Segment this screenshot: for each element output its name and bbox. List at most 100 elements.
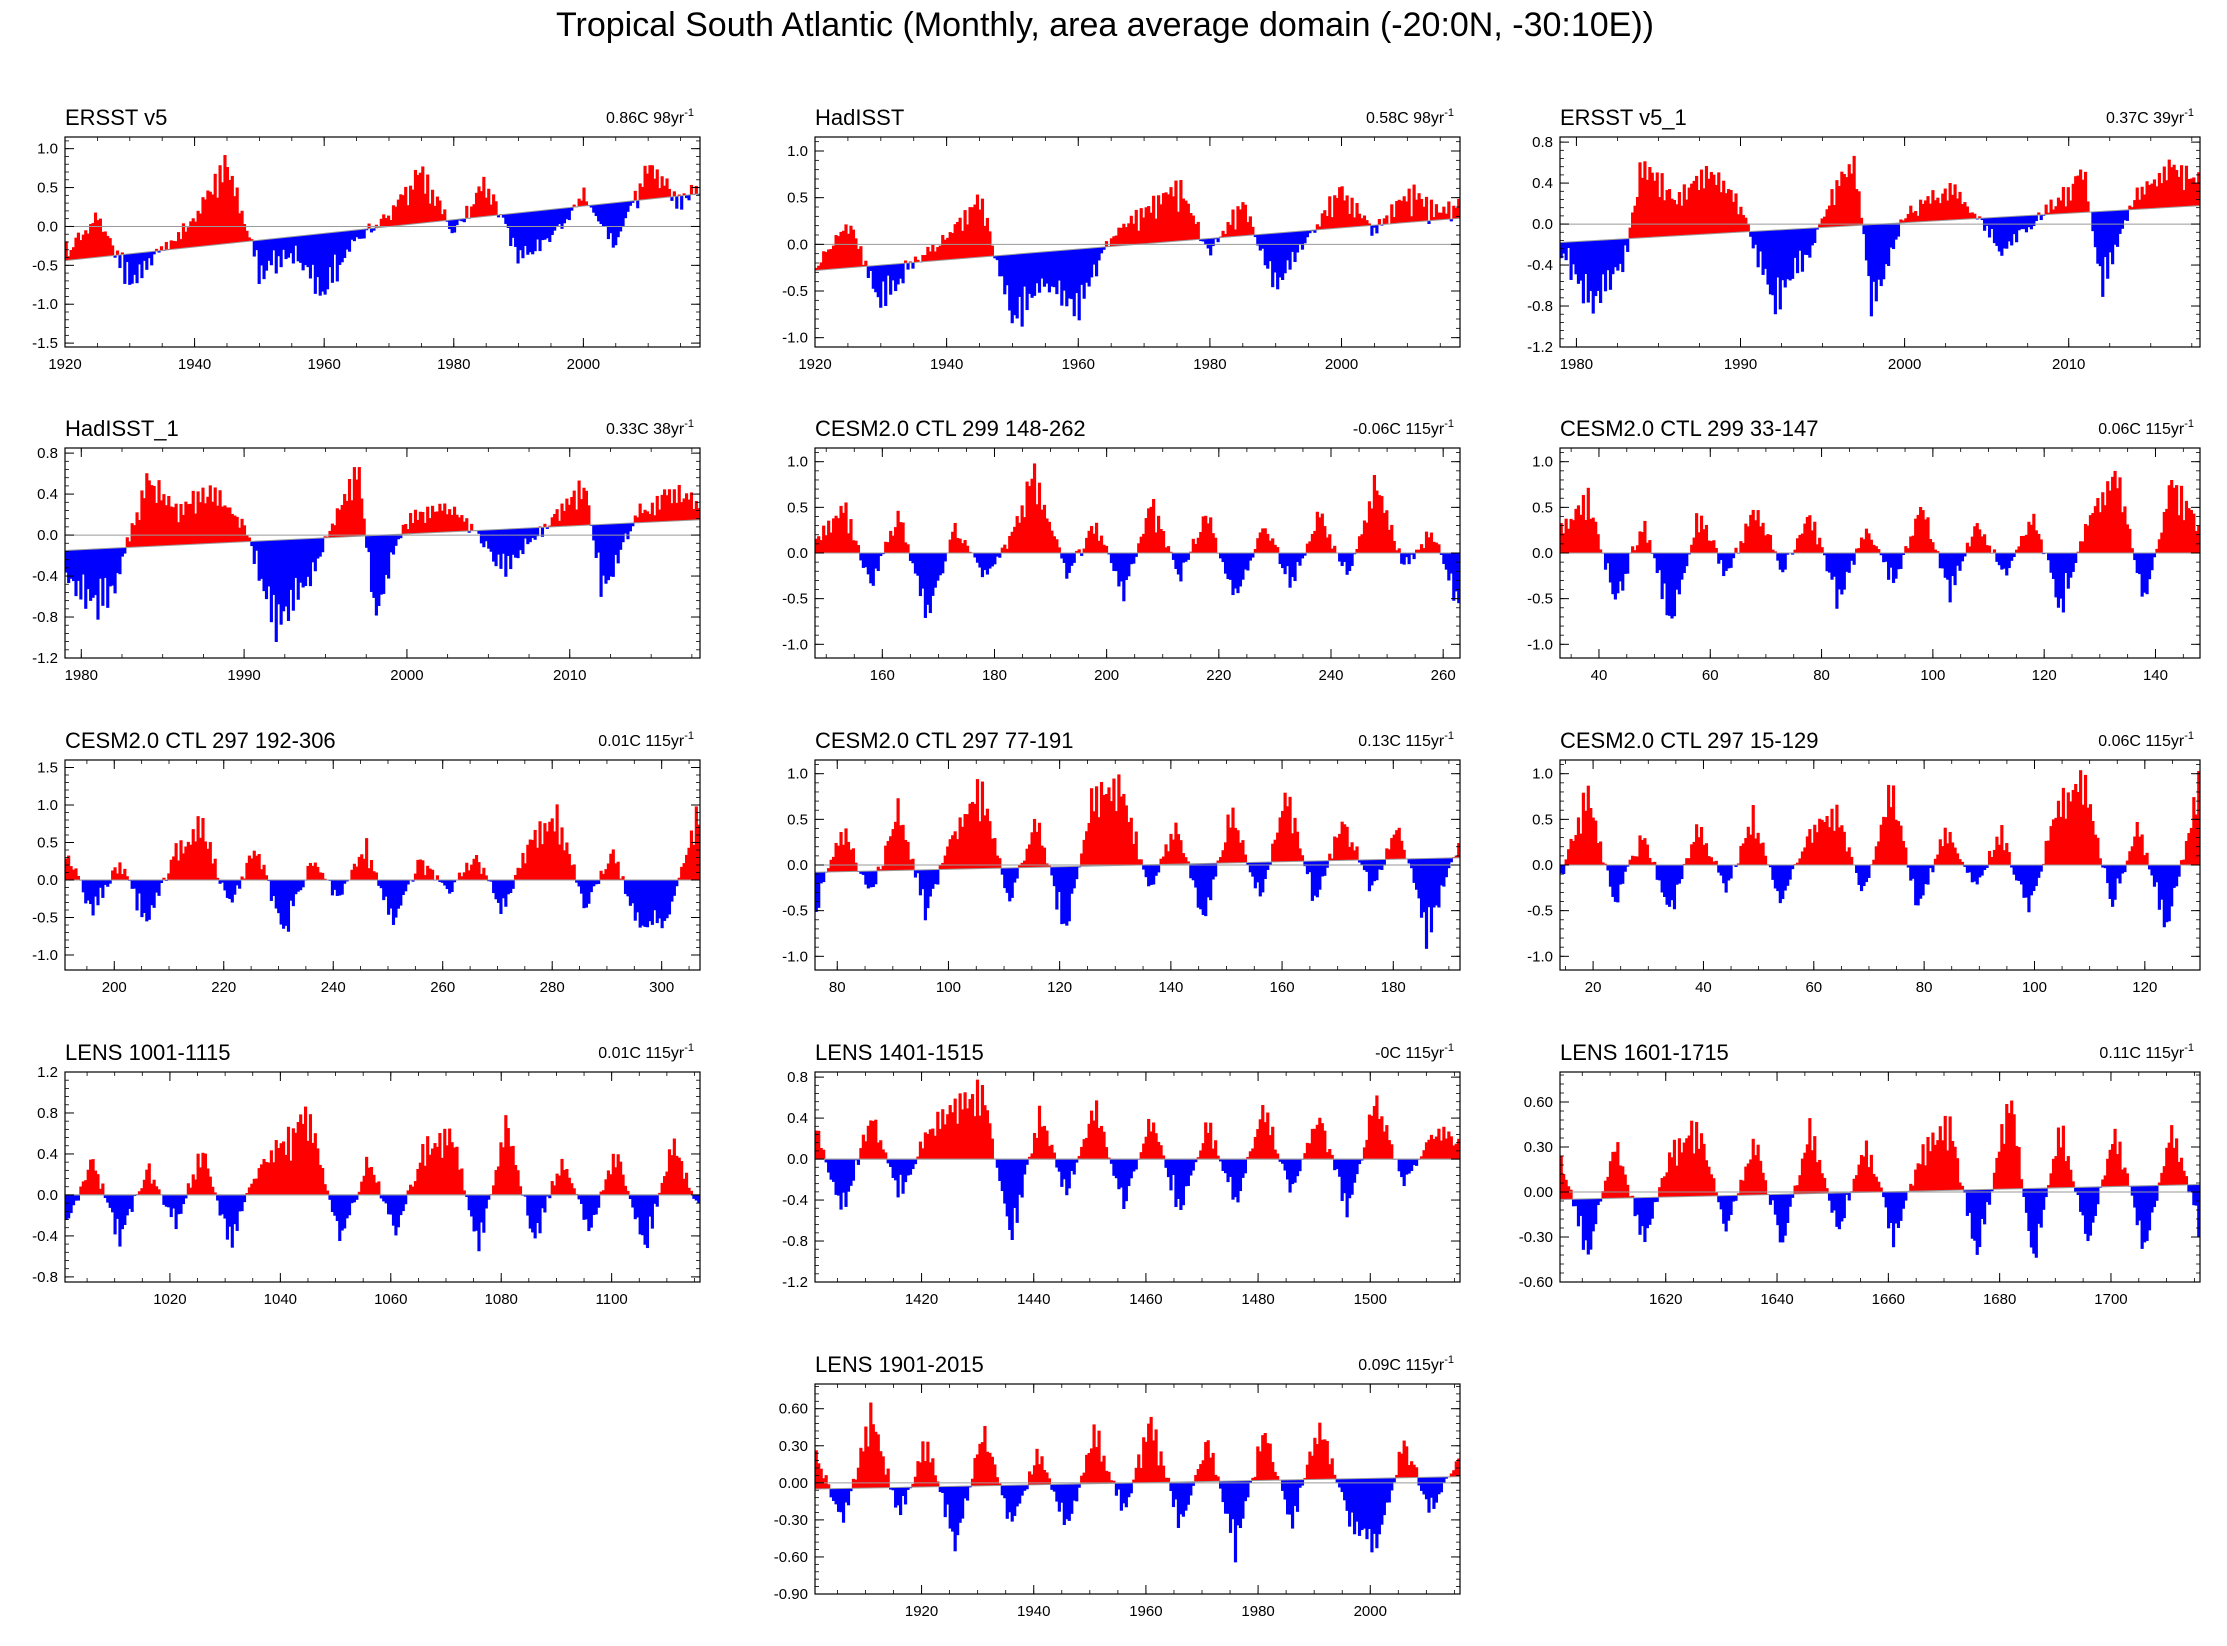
bar-positive-anomaly <box>1926 517 1930 553</box>
bar-negative-anomaly <box>928 553 932 614</box>
bar-negative-anomaly <box>891 1159 895 1178</box>
panel-title: CESM2.0 CTL 297 77-191 <box>815 728 1073 753</box>
bar-positive-anomaly <box>1090 1448 1094 1484</box>
bar-negative-anomaly <box>2037 1188 2041 1224</box>
bar-positive-anomaly <box>198 1167 203 1195</box>
x-tick-label: 1500 <box>1354 1291 1387 1308</box>
bar-negative-anomaly <box>1367 859 1372 892</box>
bar-negative-anomaly <box>1781 865 1785 900</box>
bar-positive-anomaly <box>1246 222 1250 236</box>
bar-positive-anomaly <box>1442 206 1446 220</box>
bar-positive-anomaly <box>2133 836 2137 865</box>
x-tick-label: 40 <box>1591 667 1608 684</box>
bar-positive-anomaly <box>492 194 496 216</box>
bar-negative-anomaly <box>284 880 288 926</box>
bar-negative-anomaly <box>1305 861 1310 875</box>
bar-positive-anomaly <box>2145 181 2149 209</box>
bar-positive-anomaly <box>2167 1142 2171 1186</box>
bar-positive-anomaly <box>961 826 965 869</box>
bar-negative-anomaly <box>313 234 317 294</box>
bar-negative-anomaly <box>1626 238 1630 252</box>
bar-positive-anomaly <box>975 194 980 258</box>
bar-negative-anomaly <box>284 237 288 260</box>
bar-negative-anomaly <box>1884 223 1888 265</box>
panel-trend-exponent: -1 <box>2184 107 2194 119</box>
bar-positive-anomaly <box>1015 516 1019 553</box>
bar-negative-anomaly <box>1727 1195 1731 1221</box>
bar-positive-anomaly <box>2069 801 2073 865</box>
bar-positive-anomaly <box>2010 1100 2014 1189</box>
trend-line <box>815 857 1460 873</box>
bar-positive-anomaly <box>1704 524 1709 553</box>
bar-positive-anomaly <box>1102 794 1106 866</box>
bar-negative-anomaly <box>1606 865 1610 871</box>
bar-negative-anomaly <box>472 1194 476 1232</box>
bar-positive-anomaly <box>619 878 623 880</box>
bar-negative-anomaly <box>1052 1484 1056 1492</box>
bar-positive-anomaly <box>1037 822 1042 868</box>
bar-negative-anomaly <box>1783 553 1787 570</box>
bar-negative-anomaly <box>106 880 110 887</box>
bar-positive-anomaly <box>1901 220 1905 223</box>
bar-negative-anomaly <box>1965 865 1969 873</box>
bar-positive-anomaly <box>1303 1153 1307 1160</box>
bar-positive-anomaly <box>1584 810 1588 865</box>
bar-positive-anomaly <box>965 545 970 553</box>
bar-negative-anomaly <box>111 1194 115 1213</box>
bar-positive-anomaly <box>213 487 217 544</box>
bar-negative-anomaly <box>1348 1478 1352 1527</box>
plot-area <box>65 804 700 932</box>
bar-positive-anomaly <box>1330 548 1334 553</box>
bar-positive-anomaly <box>1142 1437 1146 1483</box>
bar-positive-anomaly <box>961 543 965 553</box>
bar-positive-anomaly <box>306 865 310 880</box>
bar-negative-anomaly <box>328 1194 332 1200</box>
bar-positive-anomaly <box>1859 537 1864 553</box>
bar-positive-anomaly <box>1911 1185 1915 1192</box>
bar-positive-anomaly <box>496 1166 501 1195</box>
bar-positive-anomaly <box>1035 831 1039 868</box>
chart-panel: HadISST 0.58C 98yr-1-1.0-0.50.00.51.01920… <box>782 105 1461 373</box>
bar-negative-anomaly <box>1216 237 1220 243</box>
bar-negative-anomaly <box>382 1194 386 1202</box>
bar-negative-anomaly <box>1003 255 1007 295</box>
bar-positive-anomaly <box>677 194 681 196</box>
bar-positive-anomaly <box>928 251 932 262</box>
bar-negative-anomaly <box>1633 1197 1637 1217</box>
bar-positive-anomaly <box>864 1426 868 1489</box>
bar-positive-anomaly <box>423 193 427 223</box>
bar-positive-anomaly <box>1243 204 1248 236</box>
bar-negative-anomaly <box>255 240 259 251</box>
bar-negative-anomaly <box>1360 1478 1364 1531</box>
bar-negative-anomaly <box>1206 238 1210 249</box>
bar-positive-anomaly <box>2103 505 2107 553</box>
bar-negative-anomaly <box>1186 1481 1190 1505</box>
bar-positive-anomaly <box>147 1163 151 1195</box>
bar-negative-anomaly <box>2032 865 2036 892</box>
bar-negative-anomaly <box>993 553 997 565</box>
bar-negative-anomaly <box>1050 251 1054 287</box>
bar-negative-anomaly <box>277 238 281 257</box>
bar-positive-anomaly <box>1640 177 1645 238</box>
bar-positive-anomaly <box>1176 834 1181 865</box>
bar-positive-anomaly <box>658 1192 662 1195</box>
bar-positive-anomaly <box>1749 834 1753 865</box>
bar-positive-anomaly <box>501 1147 505 1195</box>
bar-negative-anomaly <box>135 253 139 284</box>
bar-positive-anomaly <box>1008 535 1012 553</box>
bar-positive-anomaly <box>1579 833 1583 865</box>
bar-positive-anomaly <box>423 522 427 534</box>
bar-positive-anomaly <box>1328 1464 1332 1480</box>
bar-negative-anomaly <box>489 880 493 882</box>
bar-negative-anomaly <box>120 547 124 557</box>
bar-negative-anomaly <box>1181 553 1185 563</box>
bar-negative-anomaly <box>1325 860 1329 868</box>
bar-negative-anomaly <box>345 230 349 250</box>
bar-positive-anomaly <box>1837 185 1841 227</box>
bar-negative-anomaly <box>648 880 652 922</box>
bar-negative-anomaly <box>896 1487 900 1506</box>
bar-negative-anomaly <box>1075 1159 1079 1163</box>
bar-positive-anomaly <box>1387 529 1391 553</box>
bar-positive-anomaly <box>572 1188 576 1195</box>
bar-positive-anomaly <box>443 209 447 221</box>
